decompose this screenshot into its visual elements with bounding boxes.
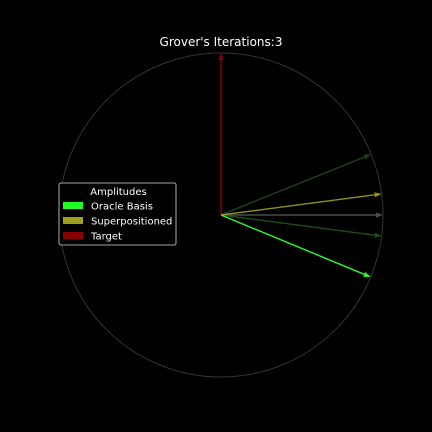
vector-arrowhead: [374, 232, 382, 238]
vector-shaft: [220, 214, 365, 275]
vector-arrowhead: [376, 212, 383, 218]
legend-label-superpositioned: Superpositioned: [91, 217, 172, 228]
legend-swatch-target: [63, 232, 83, 239]
vector-target: [218, 53, 224, 215]
amplitude-vectors: [218, 53, 383, 277]
legend-label-oracle-basis: Oracle Basis: [91, 202, 153, 213]
vector-arrowhead: [363, 154, 372, 160]
vector-superpositioned-history: [220, 154, 372, 216]
vector-oracle-basis: [220, 214, 371, 277]
vector-arrowhead: [363, 271, 371, 277]
vector-initial: [221, 212, 383, 218]
vector-shaft: [220, 194, 375, 216]
legend-title: Amplitudes: [90, 187, 146, 198]
legend-label-target: Target: [90, 232, 122, 243]
vector-shaft: [220, 214, 375, 236]
vector-shaft: [220, 156, 365, 216]
legend: Amplitudes Oracle Basis Superpositioned …: [58, 182, 177, 246]
legend-swatch-oracle-basis: [63, 202, 83, 209]
vector-arrowhead: [374, 192, 382, 198]
vector-arrowhead: [218, 53, 224, 60]
legend-box: [58, 182, 177, 246]
chart-title: Grover's Iterations:3: [160, 35, 283, 49]
vector-superpositioned: [220, 192, 382, 216]
vector-oracle-basis-history: [220, 214, 382, 238]
legend-swatch-superpositioned: [63, 217, 83, 224]
